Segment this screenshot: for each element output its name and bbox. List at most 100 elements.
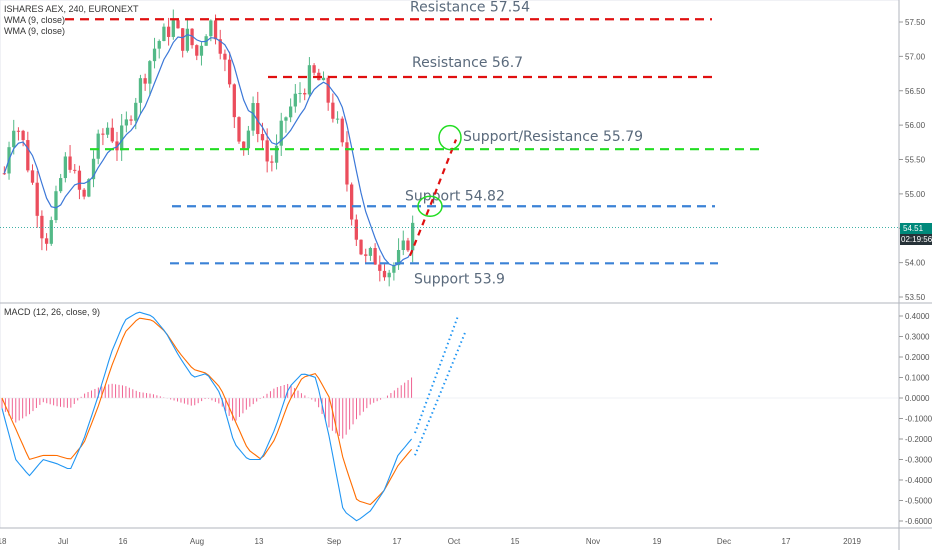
candle-body [246,130,251,149]
candle-body [312,65,316,73]
candle-body [284,117,288,121]
price-tick-label: 57.50 [905,18,926,27]
price-tick-label: 55.50 [905,156,926,165]
macd-legend: MACD (12, 26, close, 9) [4,307,100,318]
candle-body [105,127,110,135]
time-tick-label: 17 [782,537,791,546]
candle-body [87,179,91,197]
wma-line [0,33,899,267]
candle-body [21,130,25,141]
level-label: Resistance 57.54 [410,0,530,15]
candle-body [303,93,307,95]
candle-body [345,142,349,185]
candle-body [340,118,344,143]
macd-tick-label: -0.2000 [905,435,932,444]
time-tick-label: Aug [190,537,204,546]
candle-body [82,189,86,197]
candle-body [382,270,387,278]
time-tick-label: Sep [327,537,342,546]
candle-body [256,103,260,135]
candle-body [237,117,241,142]
macd-tick-label: 0.1000 [905,374,930,383]
wma-legend-2[interactable]: WMA (9, close) [4,26,66,36]
macd-title[interactable]: MACD (12, 26, close, 9) [4,307,101,317]
candle-body [176,20,180,29]
candle-body [152,48,157,62]
macd-tick-label: 0.3000 [905,333,930,342]
candle-body [171,20,175,37]
countdown-badge [900,234,932,245]
candle-body [96,133,100,159]
candle-body [251,103,255,131]
candle-body [54,191,58,221]
candle-body [49,220,53,244]
candle-body [143,78,147,84]
time-axis: 18 Jul 16 Aug 13 Sep 17 Oct 15 Nov 19 Dec 17 2019 [0,537,861,546]
candle-body [411,222,415,251]
candle-body [190,28,194,46]
candle-body [387,272,391,278]
time-tick-label: Dec [717,537,731,546]
price-badges: 54.51 02:19:56 [900,223,932,245]
macd-lines [1,311,467,522]
price-tick-label: 53.50 [905,293,926,302]
candle-body [378,264,382,271]
candle-body [148,61,152,84]
level-label: Resistance 56.7 [412,55,523,71]
candle-body [298,93,302,95]
candle-body [63,156,68,179]
macd-projection [414,315,459,434]
time-tick-label: 16 [119,537,128,546]
level-label: Support 53.9 [414,271,505,287]
macd-projection [414,329,467,456]
highlight-circle [438,124,462,151]
signal-line [1,317,413,506]
candle-body [265,140,269,162]
wma-legend-1[interactable]: WMA (9, close) [4,15,66,25]
candle-body [364,254,368,256]
price-candles [2,9,415,287]
time-tick-label: 15 [511,537,520,546]
candle-body [120,125,124,151]
candle-body [91,158,96,180]
candle-body [209,20,213,37]
candle-body [349,184,354,220]
candle-body [359,239,363,255]
time-tick-label: 13 [255,537,264,546]
current-price-badge [900,223,932,234]
candle-body [270,161,274,163]
candle-body [401,240,405,250]
symbol-title[interactable]: ISHARES AEX, 240, EURONEXT [4,4,139,14]
time-tick-label: 19 [653,537,662,546]
candle-body [373,248,377,265]
candle-body [232,84,236,118]
candle-body [260,134,265,141]
candle-body [218,39,222,54]
candle-body [166,26,171,37]
candle-body [110,127,114,142]
wma-series [3,33,414,267]
macd-axis: 0.4000 0.3000 0.2000 0.1000 0.0000 -0.1000 -0.… [899,312,932,526]
candle-body [129,119,133,121]
candle-body [181,28,185,51]
macd-tick-label: -0.3000 [905,456,932,465]
macd-line [1,311,413,522]
candle-body [392,265,396,273]
candle-body [44,238,49,244]
time-tick-label: 18 [0,537,7,546]
candle-body [227,59,232,85]
candle-body [2,173,6,175]
current-price-text: 54.51 [903,224,924,233]
macd-tick-label: 0.2000 [905,353,930,362]
candle-body [368,248,373,256]
projection-line [408,139,458,257]
price-tick-label: 57.00 [905,52,926,61]
time-tick-label: 2019 [843,537,861,546]
macd-histogram [0,377,899,439]
candle-body [223,53,227,60]
candle-body [12,130,16,148]
candle-body [213,20,218,40]
candle-body [321,77,326,81]
